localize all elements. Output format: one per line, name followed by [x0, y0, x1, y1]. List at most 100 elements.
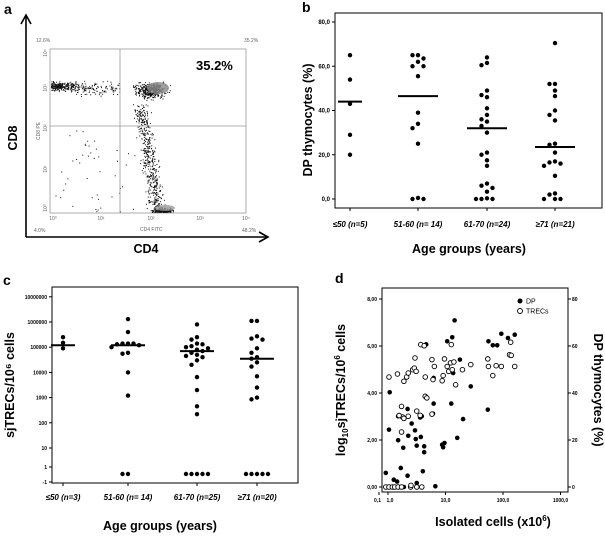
- event-dot: [148, 82, 150, 84]
- event-dot: [61, 87, 63, 89]
- event-dot: [116, 88, 118, 90]
- event-dot: [105, 86, 107, 88]
- trecs-point: [498, 363, 505, 370]
- event-dot: [148, 94, 150, 96]
- dp-point: [499, 331, 504, 337]
- trecs-point: [398, 484, 405, 490]
- event-dot: [152, 211, 154, 213]
- event-dot: [158, 167, 160, 168]
- event-dot: [133, 208, 134, 210]
- event-dot: [140, 163, 142, 165]
- event-dot: [111, 86, 112, 88]
- dp-point: [431, 401, 436, 406]
- event-dot: [143, 91, 145, 93]
- event-dot: [110, 89, 112, 91]
- event-dot: [57, 84, 59, 85]
- data-point: [254, 360, 260, 365]
- event-dot: [149, 200, 151, 202]
- event-dot: [58, 89, 60, 91]
- event-dot: [144, 122, 146, 124]
- data-point: [249, 397, 254, 402]
- event-dot: [143, 165, 145, 167]
- event-dot: [152, 150, 154, 152]
- y-tick-label: 1000: [36, 396, 47, 402]
- event-dot: [164, 204, 166, 206]
- event-dot: [143, 162, 145, 164]
- event-dot: [152, 164, 154, 166]
- event-dot: [135, 91, 137, 93]
- dp-point: [505, 335, 511, 341]
- y2-tick-label: 80: [572, 297, 578, 303]
- event-dot: [161, 186, 163, 188]
- event-dot: [168, 210, 170, 212]
- event-dot: [106, 85, 108, 87]
- event-dot: [156, 211, 157, 213]
- event-dot: [160, 96, 162, 98]
- event-dot: [156, 194, 158, 196]
- event-dot: [66, 88, 68, 90]
- event-dot: [147, 150, 149, 152]
- dp-point: [460, 416, 466, 422]
- event-dot: [51, 85, 53, 87]
- y-tick-label: -1: [43, 480, 48, 486]
- event-dot: [150, 181, 152, 183]
- event-dot: [172, 211, 174, 213]
- event-dot: [154, 158, 156, 160]
- data-point: [189, 362, 194, 368]
- event-dot: [159, 184, 161, 186]
- data-point: [200, 355, 205, 360]
- event-dot: [138, 110, 140, 112]
- y-axis-title: DP thymocytes (%): [301, 64, 315, 177]
- event-dot: [96, 194, 98, 196]
- event-dot: [157, 210, 159, 212]
- data-point: [254, 318, 260, 324]
- event-dot: [151, 166, 153, 168]
- event-dot: [60, 84, 62, 86]
- x-tick-label: 10⁰: [49, 216, 57, 222]
- event-dot: [145, 104, 147, 106]
- event-dot: [146, 152, 148, 154]
- event-dot: [161, 95, 163, 97]
- event-dot: [146, 99, 148, 101]
- event-dot: [71, 88, 73, 90]
- data-point: [484, 88, 490, 93]
- event-dot: [145, 92, 147, 94]
- event-dot: [149, 127, 151, 129]
- event-dot: [143, 87, 145, 88]
- event-dot: [144, 115, 146, 117]
- event-dot: [64, 88, 66, 90]
- event-dot: [138, 120, 140, 122]
- event-dot: [155, 169, 157, 171]
- event-dot: [67, 83, 69, 85]
- event-dot: [143, 148, 145, 150]
- event-dot: [169, 90, 171, 92]
- event-dot: [148, 146, 150, 147]
- trecs-point: [412, 355, 418, 361]
- event-dot: [151, 210, 153, 211]
- event-dot: [85, 90, 87, 92]
- event-dot: [164, 211, 166, 213]
- data-point: [254, 374, 260, 379]
- event-dot: [54, 85, 55, 87]
- event-dot: [152, 182, 154, 184]
- event-dot: [117, 94, 119, 95]
- event-dot: [132, 86, 134, 88]
- event-dot: [144, 84, 145, 86]
- event-dot: [147, 156, 149, 158]
- event-dot: [68, 86, 70, 88]
- event-dot: [64, 90, 66, 92]
- event-dot: [137, 126, 139, 128]
- event-dot: [53, 85, 55, 87]
- event-dot: [93, 157, 95, 159]
- event-dot: [71, 84, 73, 86]
- event-dot: [53, 90, 55, 91]
- event-dot: [153, 208, 155, 210]
- event-dot: [157, 96, 159, 98]
- event-dot: [155, 210, 157, 212]
- data-point: [410, 52, 415, 58]
- event-dot: [86, 88, 88, 90]
- event-dot: [57, 86, 59, 88]
- event-dot: [74, 87, 76, 89]
- dp-point: [398, 465, 404, 471]
- event-dot: [156, 189, 157, 191]
